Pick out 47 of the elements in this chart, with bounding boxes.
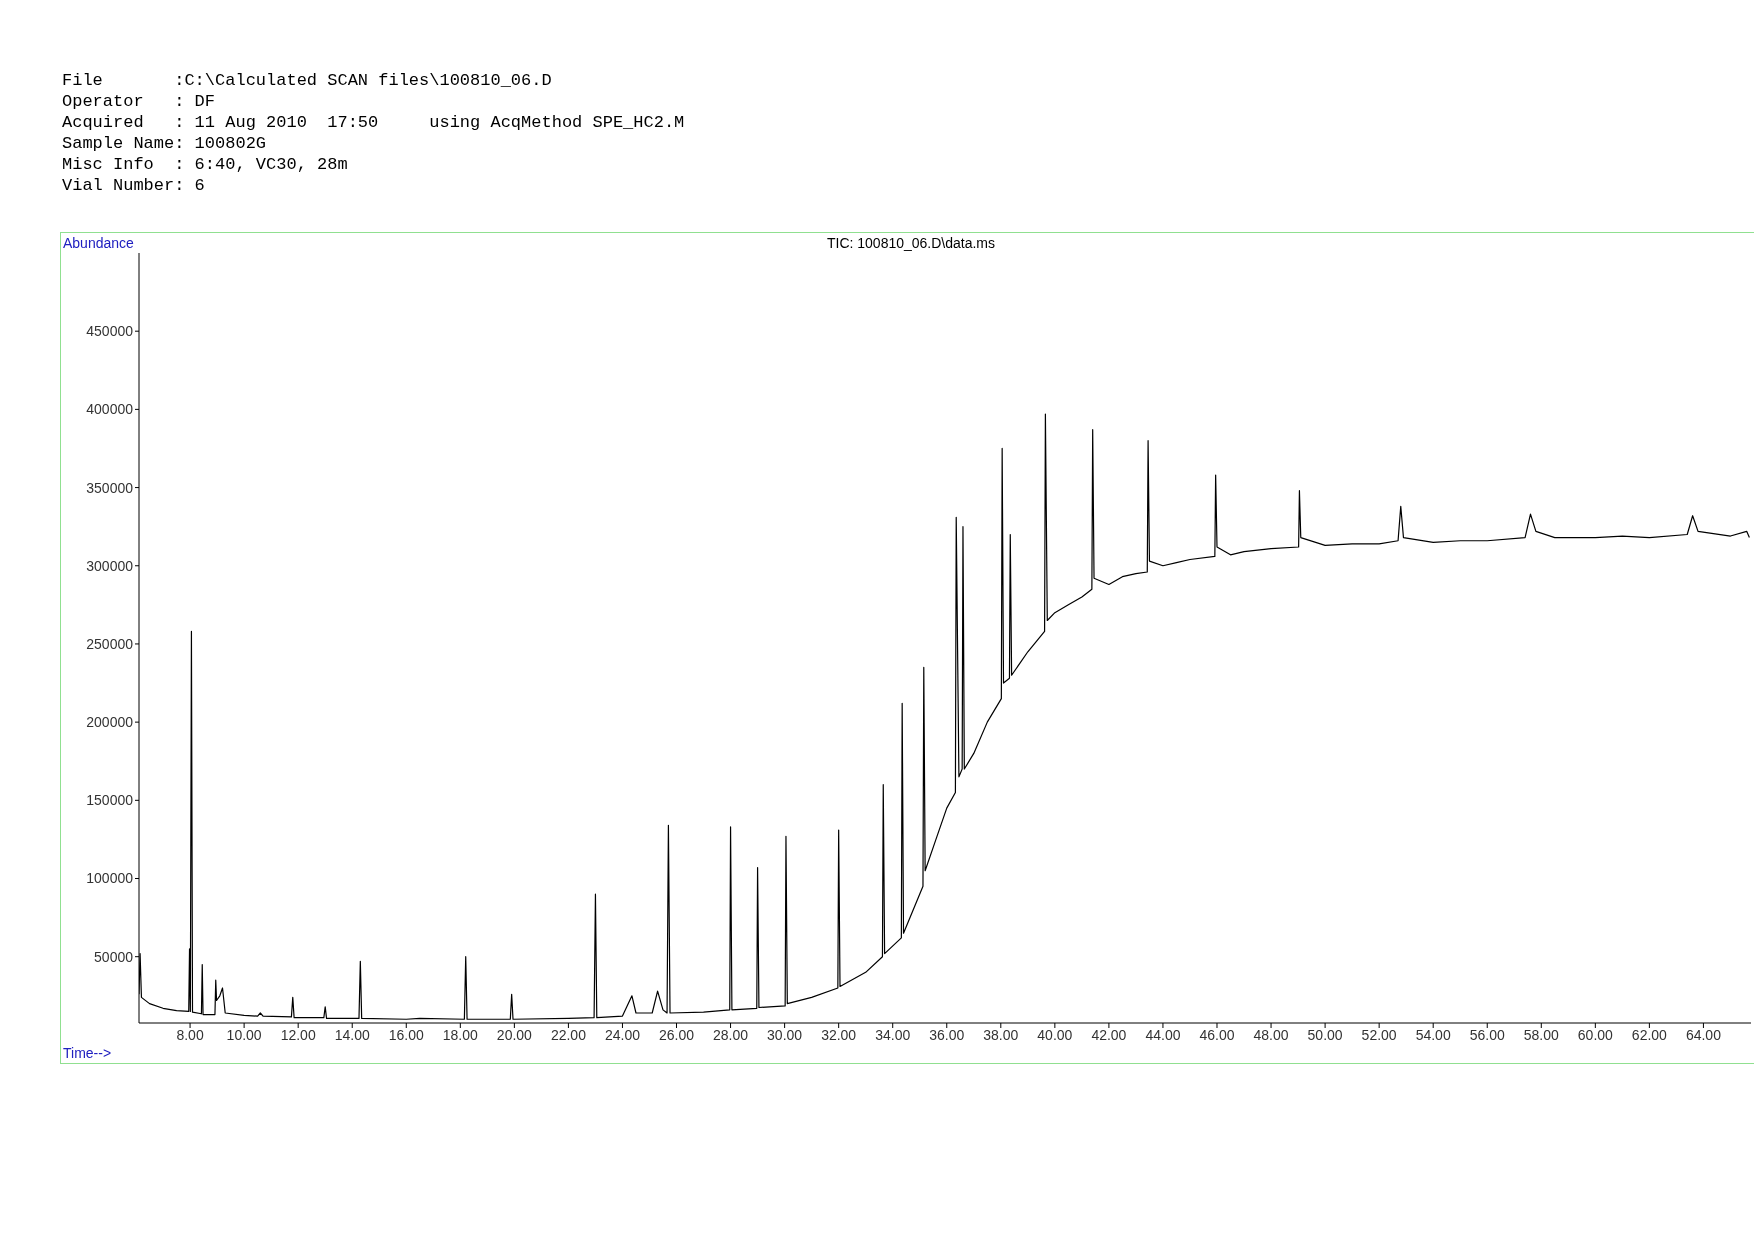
x-tick-label: 48.00 — [1253, 1026, 1289, 1043]
x-tick-label: 18.00 — [442, 1026, 479, 1043]
text: Vial Number: 6 — [62, 175, 206, 196]
x-tick-label: 58.00 — [1523, 1026, 1560, 1043]
text: Sample Name: 100802G — [62, 133, 268, 154]
y-tick-label: 250000 — [86, 635, 134, 652]
x-tick-label: 14.00 — [334, 1026, 370, 1043]
x-tick-label: 38.00 — [983, 1026, 1019, 1043]
x-axis-title: Time--> — [63, 1045, 112, 1061]
chart-title: TIC: 100810_06.D\data.ms — [826, 235, 996, 251]
x-tick-label: 34.00 — [875, 1026, 911, 1043]
x-tick-label: 20.00 — [496, 1026, 533, 1043]
x-tick-label: 36.00 — [929, 1026, 965, 1043]
x-tick-label: 26.00 — [658, 1026, 695, 1043]
y-tick-label: 450000 — [86, 323, 134, 340]
x-tick-label: 60.00 — [1577, 1026, 1614, 1043]
x-tick-label: 30.00 — [767, 1026, 803, 1043]
x-tick-label: 54.00 — [1415, 1026, 1451, 1043]
x-tick-label: 56.00 — [1469, 1026, 1505, 1043]
x-tick-label: 8.00 — [176, 1026, 204, 1043]
text: File :C:\Calculated SCAN files\100810_06.D — [62, 70, 553, 91]
y-tick-label: 100000 — [86, 870, 134, 887]
x-tick-label: 24.00 — [604, 1026, 641, 1043]
x-tick-label: 46.00 — [1199, 1026, 1235, 1043]
y-tick-label: 400000 — [86, 401, 134, 418]
x-tick-label: 22.00 — [550, 1026, 587, 1043]
x-tick-label: 32.00 — [821, 1026, 857, 1043]
x-tick-label: 50.00 — [1307, 1026, 1343, 1043]
text: Misc Info : 6:40, VC30, 28m — [62, 154, 349, 175]
x-tick-label: 16.00 — [388, 1026, 424, 1043]
y-tick-label: 350000 — [86, 479, 134, 496]
x-tick-label: 44.00 — [1145, 1026, 1181, 1043]
x-tick-label: 62.00 — [1631, 1026, 1668, 1043]
x-tick-label: 42.00 — [1091, 1026, 1127, 1043]
text: Operator : DF — [62, 91, 217, 112]
x-tick-label: 64.00 — [1685, 1026, 1722, 1043]
y-tick-label: 50000 — [94, 948, 134, 965]
x-tick-label: 10.00 — [226, 1026, 262, 1043]
x-tick-label: 40.00 — [1037, 1026, 1073, 1043]
x-tick-label: 28.00 — [713, 1026, 749, 1043]
y-tick-label: 200000 — [86, 714, 134, 731]
y-tick-label: 300000 — [86, 557, 134, 574]
y-axis-title: Abundance — [63, 235, 134, 251]
text: Acquired : 11 Aug 2010 17:50 using AcqMethod SPE_HC2.M — [62, 112, 686, 133]
x-tick-label: 12.00 — [280, 1026, 316, 1043]
y-tick-label: 150000 — [86, 792, 134, 809]
x-tick-label: 52.00 — [1361, 1026, 1397, 1043]
